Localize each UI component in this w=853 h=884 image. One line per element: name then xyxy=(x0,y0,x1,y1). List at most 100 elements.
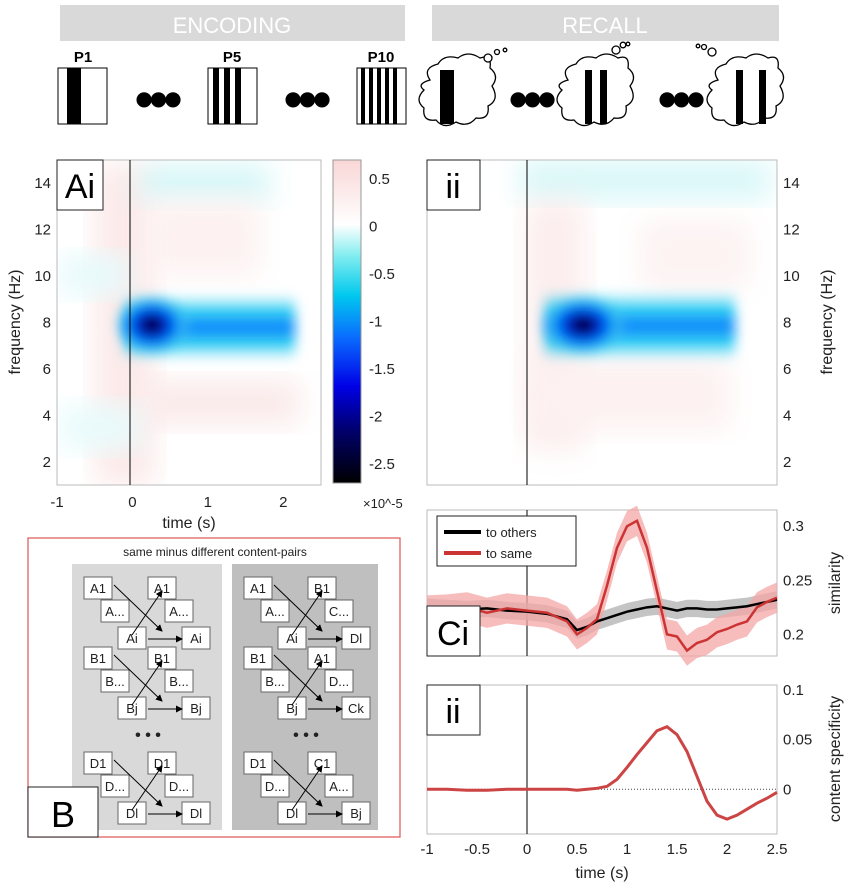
cii-xtick-label: -1 xyxy=(420,841,433,858)
panel-b-diff-target-box xyxy=(307,751,337,775)
aii-ytick-label: 2 xyxy=(783,454,791,471)
item-label-p5: P5 xyxy=(223,49,241,66)
panel-b-same-source-label: B1 xyxy=(90,651,106,666)
panel-b-same-target-label: D... xyxy=(169,779,189,794)
panel-label-cii: ii xyxy=(445,693,460,731)
aii-ytick-label: 14 xyxy=(783,175,800,192)
panel-b-diff-source-box xyxy=(243,576,273,600)
panel-b-diff-source-box xyxy=(260,599,290,623)
panel-b-same-source-label: Bj xyxy=(126,701,138,716)
legend-label-others: to others xyxy=(486,525,537,540)
panel-b-same-target-box xyxy=(147,576,177,600)
panel-label-ci-box xyxy=(426,605,481,657)
panel-b-same-pair-arrow xyxy=(113,654,163,702)
heatmap-aii-ylabel: frequency (Hz) xyxy=(819,270,836,375)
heatmap-ai-xlabel: time (s) xyxy=(162,515,215,532)
cii-xtick-label: 2.5 xyxy=(767,841,788,858)
panel-b-same-source-box xyxy=(83,576,113,600)
panel-b-diff-target-label: C... xyxy=(329,604,349,619)
panel-b-diff-source-box xyxy=(260,774,290,798)
ci-legend: to others to same xyxy=(436,515,577,567)
ellipsis-dots-2: ●●● xyxy=(284,86,330,110)
panel-b-diff-target-label: A... xyxy=(329,779,349,794)
panel-b-same-target-label: Dl xyxy=(190,806,202,821)
cii-xtick-label: 1 xyxy=(623,841,631,858)
panel-b-diff-source-label: A... xyxy=(265,604,285,619)
panel-b-same-pair-arrow xyxy=(131,590,163,636)
panel-b-same-target-box xyxy=(147,751,177,775)
panel-b-diff-target-label: Dl xyxy=(350,631,362,646)
panel-b-same-source-box xyxy=(117,696,147,720)
ci-series-0 xyxy=(426,598,778,632)
panel-b-same-target-label: Ai xyxy=(190,631,202,646)
panel-b-same-target-label: Bj xyxy=(190,701,202,716)
panel-b-same-source-box xyxy=(100,599,130,623)
panel-b-same-source-box xyxy=(117,801,147,825)
colorbar xyxy=(332,159,362,484)
ai-xtick-label: -1 xyxy=(50,494,63,511)
ai-ytick-label: 14 xyxy=(34,175,51,192)
stimulus-p5 xyxy=(207,67,258,125)
line-chart-ci: 0.2 0.25 0.3 to others to same Ci similari… xyxy=(426,505,844,666)
panel-b-diff-pair-arrow xyxy=(291,765,323,811)
panel-b-diff-target-box xyxy=(307,646,337,670)
panel-b-same-source-label: A1 xyxy=(90,581,106,596)
colorbar-scale-label: ×10^-5 xyxy=(363,496,403,511)
panel-b-same-source-box xyxy=(100,774,130,798)
ellipsis-dots-1: ●●● xyxy=(135,86,181,110)
panel-b-same-target-box xyxy=(164,669,194,693)
ellipsis-dots-3: ●●● xyxy=(509,86,555,110)
stimulus-p1 xyxy=(57,67,108,125)
panel-b-same-source-box xyxy=(83,646,113,670)
panel-b-same-source-label: Ai xyxy=(126,631,138,646)
panel-label-b: B xyxy=(51,794,75,835)
panel-label-ci: Ci xyxy=(437,615,469,653)
panel-b-diff-pair-arrow xyxy=(273,654,323,702)
ci-ytick-label: 0.2 xyxy=(783,626,804,643)
colorbar-tick-label: -0.5 xyxy=(369,266,395,283)
panel-b-diff-target-label: Ck xyxy=(348,701,364,716)
item-label-p10: P10 xyxy=(368,49,395,66)
recall-title: RECALL xyxy=(562,13,648,38)
item-label-p1: P1 xyxy=(74,49,92,66)
aii-ytick-label: 10 xyxy=(783,268,800,285)
panel-label-ai: Ai xyxy=(65,168,95,206)
panel-b-same-source-box xyxy=(100,669,130,693)
colorbar-tick-label: -1 xyxy=(369,314,382,331)
legend-label-same: to same xyxy=(486,546,532,561)
panel-b-same-target-label: B... xyxy=(169,674,189,689)
line-chart-cii: 0 0.05 0.1 -1 -0.5 0 0.5 1 1.5 2 2.5 ii content sp… xyxy=(420,682,844,882)
cii-xtick-label: 0 xyxy=(523,841,531,858)
panel-b-diff-source-label: Dl xyxy=(286,806,298,821)
panel-b-same-target-box xyxy=(164,599,194,623)
cii-ytick-label: 0.1 xyxy=(783,682,804,699)
panel-b-diff-source-label: A1 xyxy=(250,581,266,596)
panel-b-same-pair-arrow xyxy=(131,765,163,811)
panel-b-diff-target-box xyxy=(307,576,337,600)
stimulus-p10 xyxy=(356,67,407,125)
cii-series-0 xyxy=(427,725,778,821)
panel-b-same-source-label: Dl xyxy=(126,806,138,821)
ai-ytick-label: 4 xyxy=(43,407,51,424)
panel-label-ai-box xyxy=(56,159,104,211)
aii-ytick-label: 6 xyxy=(783,361,791,378)
panel-b-diff-target-label: Bj xyxy=(350,806,362,821)
colorbar-tick-label: -2.5 xyxy=(369,456,395,473)
colorbar-tick-label: -1.5 xyxy=(369,361,395,378)
thought-cloud-2-icon xyxy=(556,41,635,127)
panel-b-diff-source-box xyxy=(277,801,307,825)
panel-b-same-target-label: A1 xyxy=(154,581,170,596)
ai-xtick-label: 2 xyxy=(279,494,287,511)
panel-b-diff-pair-arrow xyxy=(291,660,323,706)
panel-b-same-source-label: B... xyxy=(105,674,125,689)
aii-ytick-label: 8 xyxy=(783,315,791,332)
panel-label-cii-box xyxy=(426,684,481,736)
thought-cloud-1-icon xyxy=(418,47,508,127)
panel-label-aii: ii xyxy=(445,168,460,206)
aii-ytick-label: 12 xyxy=(783,222,800,239)
panel-b-diff-source-box xyxy=(277,626,307,650)
panel-b-same-target-label: D1 xyxy=(154,756,171,771)
ellipsis-dots-4: ●●● xyxy=(658,86,704,110)
panel-b-same-source-label: A... xyxy=(105,604,125,619)
